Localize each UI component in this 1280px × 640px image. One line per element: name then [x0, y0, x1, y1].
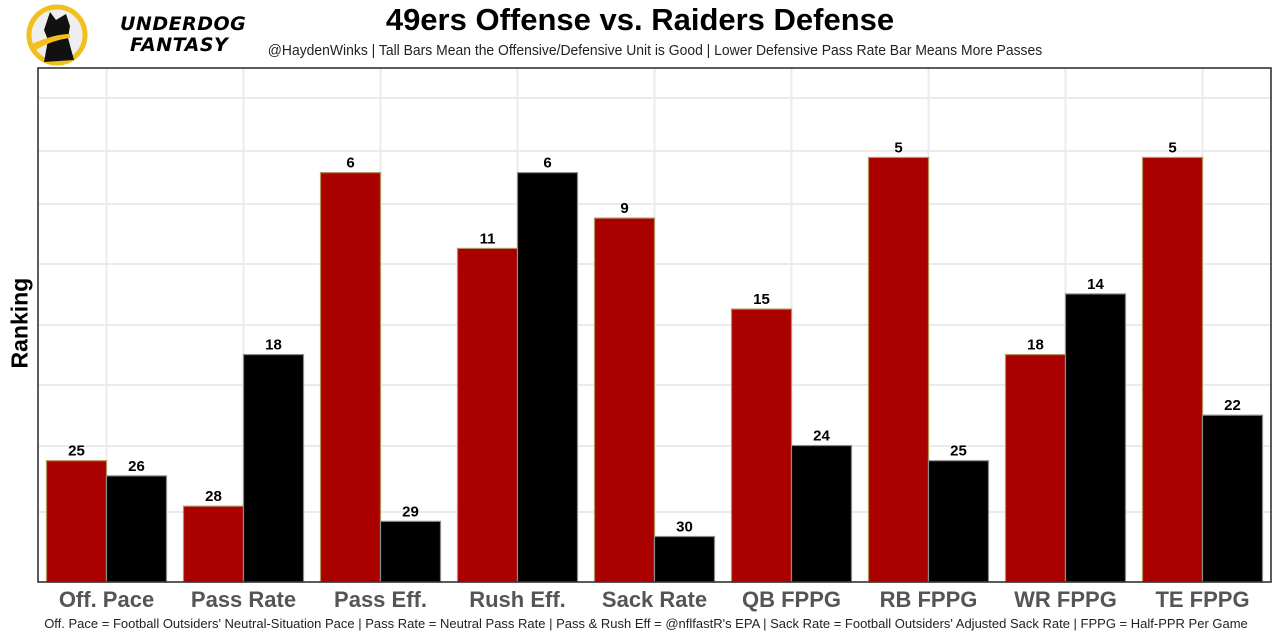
x-tick-label: TE FPPG [1155, 587, 1249, 612]
data-label: 5 [1168, 139, 1176, 156]
bar-offense [45, 460, 108, 583]
bar-offense [456, 247, 519, 583]
data-label: 22 [1224, 397, 1241, 414]
bar-defense [1064, 293, 1127, 583]
x-tick-label: Rush Eff. [469, 587, 566, 612]
x-tick-label: Off. Pace [59, 587, 154, 612]
x-tick-label: RB FPPG [880, 587, 978, 612]
bar-offense [1004, 353, 1067, 583]
data-label: 15 [753, 291, 770, 308]
plot-border [37, 67, 1272, 583]
bar-defense [927, 460, 990, 583]
data-label: 26 [128, 458, 145, 475]
bar-defense [379, 520, 442, 583]
bar-defense [516, 172, 579, 583]
bar-offense [730, 308, 793, 583]
data-label: 28 [205, 488, 222, 505]
data-label: 24 [813, 428, 830, 445]
bar-defense [1201, 414, 1264, 583]
chart-title: 49ers Offense vs. Raiders Defense [385, 2, 895, 37]
data-label: 6 [543, 155, 551, 172]
x-tick-label: QB FPPG [742, 587, 841, 612]
brand-text: UNDERDOG FANTASY [120, 14, 246, 56]
data-label: 6 [346, 155, 354, 172]
bar-offense [319, 172, 382, 583]
data-label: 18 [1027, 337, 1044, 354]
bar-offense [593, 217, 656, 583]
brand-line2: FANTASY [130, 34, 229, 56]
x-tick-label: Pass Eff. [334, 587, 427, 612]
data-label: 11 [480, 230, 496, 247]
x-tick-label: Pass Rate [191, 587, 296, 612]
bar-defense [653, 535, 716, 583]
data-label: 25 [950, 443, 967, 460]
data-label: 9 [620, 200, 628, 217]
bar-offense [1141, 156, 1204, 583]
bar-defense [105, 475, 168, 583]
bar-defense [790, 444, 853, 583]
chart-footer: Off. Pace = Football Outsiders' Neutral-… [44, 616, 1248, 631]
bar-offense [182, 505, 245, 583]
bar-offense [867, 156, 930, 583]
x-tick-label: WR FPPG [1014, 587, 1117, 612]
data-label: 5 [894, 139, 902, 156]
underdog-logo: UNDERDOG FANTASY [26, 4, 246, 66]
data-label: 30 [676, 519, 693, 536]
brand-line1: UNDERDOG [120, 13, 247, 35]
chart-subtitle: @HaydenWinks | Tall Bars Mean the Offens… [267, 43, 1043, 59]
data-label: 29 [402, 503, 419, 520]
data-label: 25 [68, 443, 85, 460]
x-tick-label: Sack Rate [602, 587, 707, 612]
dog-icon [26, 4, 88, 66]
bar-defense [242, 353, 305, 583]
data-label: 18 [265, 337, 282, 354]
data-label: 14 [1087, 276, 1104, 293]
